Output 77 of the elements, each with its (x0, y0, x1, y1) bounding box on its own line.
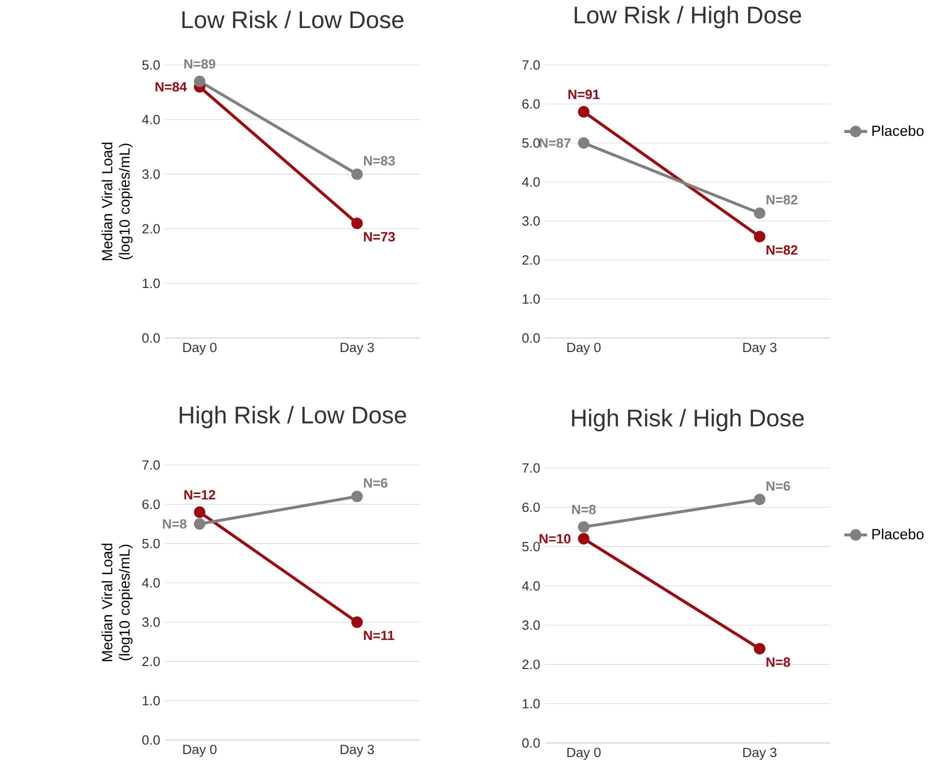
y-tick-label: 2.0 (522, 660, 540, 670)
y-tick-label: 0.0 (142, 333, 160, 343)
y-tick-label: 0.0 (522, 333, 540, 343)
annotation: N=73 (364, 232, 395, 242)
point (754, 642, 766, 654)
legend-label: Placebo (872, 125, 924, 136)
point (754, 494, 766, 506)
annotation: N=89 (184, 59, 216, 69)
y-tick-label: 1.0 (142, 278, 160, 288)
y-tick-label: 3.0 (522, 620, 540, 630)
annotation: N=82 (766, 195, 798, 204)
y-axis-title: Median Viral Load (log10 copies/mL) (102, 142, 133, 260)
annotation: N=11 (364, 630, 394, 640)
y-tick-label: 5.0 (522, 542, 540, 552)
y-tick-label: 3.0 (522, 216, 540, 226)
point (578, 521, 590, 533)
annotation: N=6 (766, 481, 790, 491)
chart-title: High Risk / Low Dose (180, 406, 406, 428)
annotation: N=10 (540, 534, 570, 544)
y-tick-label: 2.0 (142, 656, 160, 666)
y-tick-label: 5.0 (142, 538, 160, 548)
chart-title: Low Risk / High Dose (574, 6, 802, 28)
y-tick-label: 4.0 (142, 114, 160, 124)
x-tick-label: Day 0 (567, 748, 601, 760)
point (194, 518, 206, 530)
point (194, 506, 206, 518)
y-tick-label: 7.0 (142, 460, 160, 470)
y-tick-label: 3.0 (142, 617, 160, 627)
point (351, 616, 363, 628)
point (351, 490, 363, 502)
y-tick-label: 6.0 (522, 99, 540, 109)
y-tick-label: 7.0 (522, 463, 540, 473)
y-tick-label: 0.0 (522, 738, 540, 748)
annotation: N=91 (568, 90, 600, 100)
y-tick-label: 2.0 (522, 255, 540, 265)
point (351, 218, 363, 230)
x-tick-label: Day 0 (567, 342, 601, 355)
y-tick-label: 5.0 (522, 138, 540, 148)
annotation: N=84 (156, 82, 187, 92)
point (578, 106, 590, 118)
annotation: N=82 (766, 245, 798, 255)
point (194, 76, 206, 88)
annotation: N=8 (162, 519, 187, 529)
chart-title: Low Risk / Low Dose (182, 10, 404, 28)
point (754, 207, 766, 219)
y-tick-label: 1.0 (522, 294, 540, 304)
annotation: N=6 (364, 478, 388, 488)
annotation: N=12 (184, 490, 216, 500)
y-tick-label: 1.0 (142, 696, 160, 706)
point (578, 137, 590, 149)
x-tick-label: Day 3 (743, 342, 776, 355)
x-tick-label: Day 0 (183, 342, 217, 355)
point (351, 168, 363, 180)
chart-title: High Risk / High Dose (572, 408, 804, 432)
y-tick-label: 0.0 (142, 735, 160, 745)
y-tick-label: 5.0 (142, 60, 160, 70)
y-tick-label: 4.0 (142, 578, 160, 588)
y-tick-label: 7.0 (522, 60, 540, 70)
x-tick-label: Day 3 (743, 748, 776, 760)
y-axis-title: Median Viral Load (log10 copies/mL) (102, 544, 133, 662)
point (754, 230, 766, 242)
y-tick-label: 1.0 (522, 699, 540, 708)
y-tick-label: 2.0 (142, 224, 160, 234)
x-tick-label: Day 3 (340, 744, 374, 757)
annotation: N=83 (364, 156, 395, 166)
annotation: N=8 (766, 657, 790, 667)
y-tick-label: 4.0 (522, 581, 540, 591)
point (578, 532, 590, 544)
annotation: N=8 (572, 504, 596, 514)
x-tick-label: Day 3 (340, 342, 374, 355)
y-tick-label: 6.0 (522, 502, 540, 512)
y-tick-label: 6.0 (142, 500, 160, 510)
y-tick-label: 4.0 (522, 177, 540, 187)
legend-label: Placebo (872, 528, 924, 540)
annotation: N=87 (540, 138, 570, 148)
x-tick-label: Day 0 (183, 744, 217, 757)
y-tick-label: 3.0 (142, 169, 160, 179)
